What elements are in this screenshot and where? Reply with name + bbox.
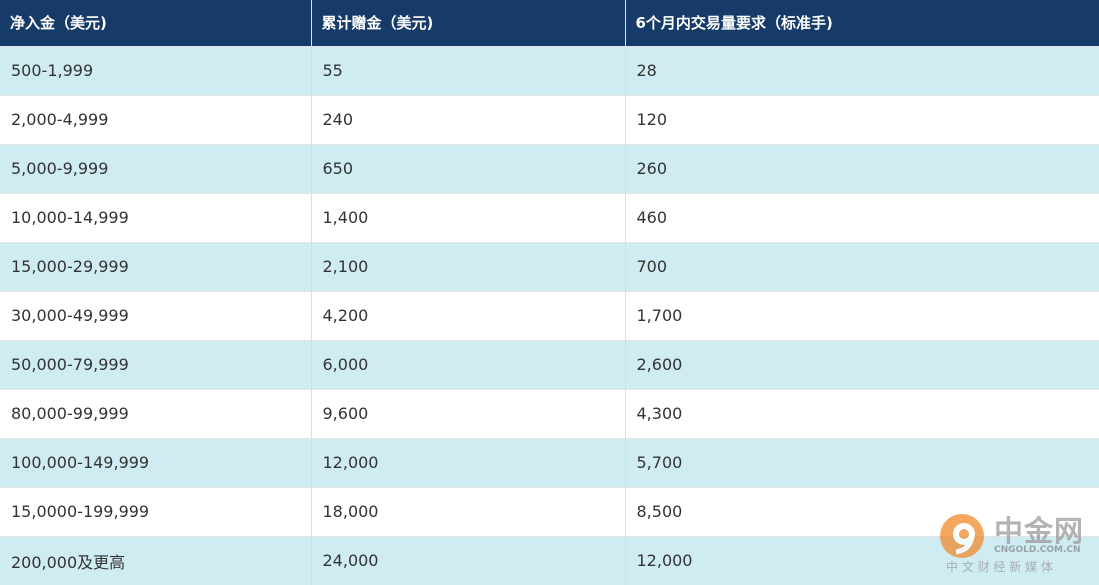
table-cell: 2,100 <box>311 241 626 291</box>
table-cell: 100,000-149,999 <box>0 437 312 487</box>
table-row: 500-1,999 55 28 <box>0 45 1099 95</box>
table-cell: 80,000-99,999 <box>0 388 312 438</box>
watermark: 中金网 CNGOLD.COM.CN 中 文 财 经 新 媒 体 <box>938 508 1098 578</box>
table-cell: 650 <box>311 143 626 193</box>
table-cell: 5,000-9,999 <box>0 143 312 193</box>
table-cell: 5,700 <box>625 437 1099 487</box>
watermark-domain: CNGOLD.COM.CN <box>994 545 1081 555</box>
table-row: 100,000-149,999 12,000 5,700 <box>0 437 1099 487</box>
table-cell: 1,400 <box>311 192 626 242</box>
table-cell: 2,600 <box>625 339 1099 389</box>
table-cell: 1,700 <box>625 290 1099 340</box>
table-header: 净入金（美元) 累计赠金（美元) 6个月内交易量要求（标准手) <box>0 0 1099 46</box>
table-cell: 12,000 <box>625 535 1099 585</box>
table-row: 15,0000-199,999 18,000 8,500 <box>0 486 1099 536</box>
table-cell: 12,000 <box>311 437 626 487</box>
table-cell: 460 <box>625 192 1099 242</box>
table-cell: 700 <box>625 241 1099 291</box>
table-cell: 24,000 <box>311 535 626 585</box>
table-row: 30,000-49,999 4,200 1,700 <box>0 290 1099 340</box>
table-cell: 8,500 <box>625 486 1099 536</box>
header-cell: 6个月内交易量要求（标准手) <box>625 0 1099 46</box>
table-row: 50,000-79,999 6,000 2,600 <box>0 339 1099 389</box>
table-cell: 18,000 <box>311 486 626 536</box>
table-cell: 50,000-79,999 <box>0 339 312 389</box>
table-row: 5,000-9,999 650 260 <box>0 143 1099 193</box>
table-cell: 500-1,999 <box>0 45 312 95</box>
table-row: 200,000及更高 24,000 12,000 <box>0 535 1099 585</box>
watermark-logo <box>940 514 984 558</box>
table-cell: 10,000-14,999 <box>0 192 312 242</box>
table-cell: 6,000 <box>311 339 626 389</box>
table-cell: 2,000-4,999 <box>0 94 312 144</box>
table-cell: 120 <box>625 94 1099 144</box>
table-cell: 260 <box>625 143 1099 193</box>
table-cell: 28 <box>625 45 1099 95</box>
table-cell: 240 <box>311 94 626 144</box>
table-row: 10,000-14,999 1,400 460 <box>0 192 1099 242</box>
header-cell: 累计赠金（美元) <box>311 0 626 46</box>
table-row: 15,000-29,999 2,100 700 <box>0 241 1099 291</box>
table-cell: 200,000及更高 <box>0 535 312 585</box>
table-cell: 15,0000-199,999 <box>0 486 312 536</box>
table-cell: 9,600 <box>311 388 626 438</box>
table-row: 2,000-4,999 240 120 <box>0 94 1099 144</box>
table-cell: 4,300 <box>625 388 1099 438</box>
table-cell: 30,000-49,999 <box>0 290 312 340</box>
table-cell: 55 <box>311 45 626 95</box>
table-row: 80,000-99,999 9,600 4,300 <box>0 388 1099 438</box>
header-row: 净入金（美元) 累计赠金（美元) 6个月内交易量要求（标准手) <box>0 0 1099 46</box>
table-cell: 4,200 <box>311 290 626 340</box>
watermark-brand: 中金网 <box>994 514 1085 548</box>
header-cell: 净入金（美元) <box>0 0 312 46</box>
table-body: 500-1,999 55 28 2,000-4,999 240 120 5,000-9,99… <box>0 45 1099 585</box>
watermark-slogan: 中 文 财 经 新 媒 体 <box>946 560 1053 574</box>
table-cell: 15,000-29,999 <box>0 241 312 291</box>
